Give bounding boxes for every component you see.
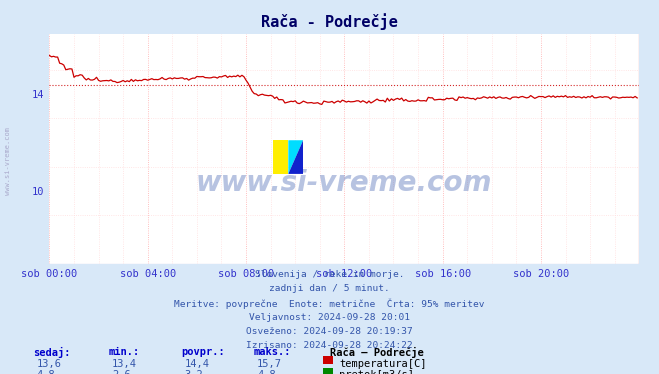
- Text: Meritve: povprečne  Enote: metrične  Črta: 95% meritev: Meritve: povprečne Enote: metrične Črta:…: [174, 298, 485, 309]
- Text: Rača – Podrečje: Rača – Podrečje: [330, 347, 423, 358]
- Text: 2,6: 2,6: [112, 370, 130, 374]
- Text: temperatura[C]: temperatura[C]: [339, 359, 427, 369]
- Polygon shape: [289, 140, 303, 174]
- Text: povpr.:: povpr.:: [181, 347, 225, 357]
- Text: min.:: min.:: [109, 347, 140, 357]
- Text: 14,4: 14,4: [185, 359, 210, 369]
- Text: 3,2: 3,2: [185, 370, 203, 374]
- Text: 4,8: 4,8: [36, 370, 55, 374]
- Text: 15,7: 15,7: [257, 359, 282, 369]
- Text: www.si-vreme.com: www.si-vreme.com: [196, 169, 492, 197]
- Text: Veljavnost: 2024-09-28 20:01: Veljavnost: 2024-09-28 20:01: [249, 313, 410, 322]
- Text: Rača - Podrečje: Rača - Podrečje: [261, 13, 398, 30]
- Text: sedaj:: sedaj:: [33, 347, 71, 358]
- Text: 13,6: 13,6: [36, 359, 61, 369]
- Text: Slovenija / reke in morje.: Slovenija / reke in morje.: [255, 270, 404, 279]
- Text: zadnji dan / 5 minut.: zadnji dan / 5 minut.: [269, 284, 390, 293]
- Text: maks.:: maks.:: [254, 347, 291, 357]
- Text: 4,8: 4,8: [257, 370, 275, 374]
- Text: Izrisano: 2024-09-28 20:24:22: Izrisano: 2024-09-28 20:24:22: [246, 341, 413, 350]
- Text: Osveženo: 2024-09-28 20:19:37: Osveženo: 2024-09-28 20:19:37: [246, 327, 413, 336]
- Polygon shape: [273, 140, 289, 174]
- Text: pretok[m3/s]: pretok[m3/s]: [339, 370, 415, 374]
- Text: 13,4: 13,4: [112, 359, 137, 369]
- Text: www.si-vreme.com: www.si-vreme.com: [5, 127, 11, 195]
- Polygon shape: [289, 140, 303, 174]
